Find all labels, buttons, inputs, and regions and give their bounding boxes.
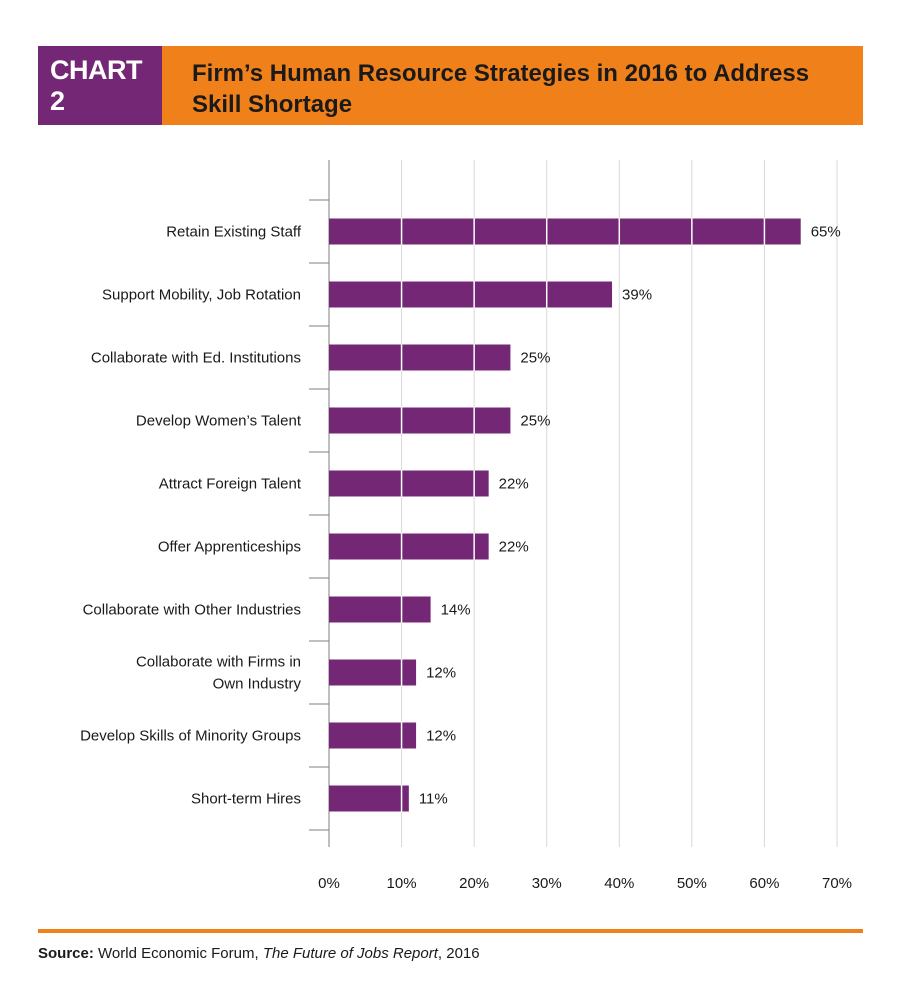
category-label: Collaborate with Ed. Institutions bbox=[91, 350, 301, 367]
data-label: 11% bbox=[419, 791, 448, 808]
source-org: World Economic Forum, bbox=[98, 945, 259, 962]
data-label: 65% bbox=[811, 224, 841, 241]
data-label: 22% bbox=[499, 476, 529, 493]
chart-number-badge: CHART 2 bbox=[38, 46, 162, 125]
category-label: Develop Skills of Minority Groups bbox=[80, 728, 301, 745]
data-label: 12% bbox=[426, 665, 456, 682]
data-label: 25% bbox=[520, 350, 550, 367]
x-tick-label: 0% bbox=[318, 875, 340, 892]
category-label-line: Support Mobility, Job Rotation bbox=[102, 287, 301, 304]
title-box: Firm’s Human Resource Strategies in 2016… bbox=[162, 46, 863, 125]
bar bbox=[329, 218, 801, 245]
data-label: 39% bbox=[622, 287, 652, 304]
category-label-line: Develop Women’s Talent bbox=[136, 413, 302, 430]
data-label: 14% bbox=[441, 602, 471, 619]
category-label: Offer Apprenticeships bbox=[158, 539, 301, 556]
data-label: 25% bbox=[520, 413, 550, 430]
category-label-line: Own Industry bbox=[213, 676, 302, 693]
category-label-line: Collaborate with Other Industries bbox=[83, 602, 301, 619]
chart-header: CHART 2 Firm’s Human Resource Strategies… bbox=[38, 46, 863, 125]
category-label-line: Develop Skills of Minority Groups bbox=[80, 728, 301, 745]
x-tick-label: 70% bbox=[822, 875, 852, 892]
source-year: , 2016 bbox=[437, 945, 480, 962]
category-label: Retain Existing Staff bbox=[166, 224, 302, 241]
category-label-line: Collaborate with Firms in bbox=[136, 654, 301, 671]
bar bbox=[329, 407, 511, 434]
bar-chart: 65% Retain Existing Staff 39% Support Mobil… bbox=[80, 160, 852, 892]
category-label: Develop Women’s Talent bbox=[136, 413, 302, 430]
source-note: Source: World Economic Forum, The Future… bbox=[38, 945, 480, 962]
bar bbox=[329, 785, 409, 812]
x-tick-label: 40% bbox=[604, 875, 634, 892]
bar bbox=[329, 533, 489, 560]
x-tick-label: 50% bbox=[677, 875, 707, 892]
bar bbox=[329, 722, 417, 749]
bar bbox=[329, 470, 489, 497]
source-report: The Future of Jobs Report bbox=[262, 945, 438, 962]
bar bbox=[329, 596, 431, 623]
category-label-line: Offer Apprenticeships bbox=[158, 539, 301, 556]
category-label: Attract Foreign Talent bbox=[159, 476, 302, 493]
data-label: 12% bbox=[426, 728, 456, 745]
category-label: Collaborate with Firms in Own Industry bbox=[136, 654, 302, 693]
source-label: Source: bbox=[38, 945, 94, 962]
category-label-line: Attract Foreign Talent bbox=[159, 476, 302, 493]
category-label: Short-term Hires bbox=[191, 791, 301, 808]
bar bbox=[329, 344, 511, 371]
chart-title: Firm’s Human Resource Strategies in 2016… bbox=[192, 60, 810, 118]
bar bbox=[329, 659, 417, 686]
category-label-line: Short-term Hires bbox=[191, 791, 301, 808]
category-label: Collaborate with Other Industries bbox=[83, 602, 301, 619]
data-label: 22% bbox=[499, 539, 529, 556]
category-label-line: Retain Existing Staff bbox=[166, 224, 302, 241]
x-tick-label: 60% bbox=[749, 875, 779, 892]
x-tick-label: 20% bbox=[459, 875, 489, 892]
x-tick-label: 10% bbox=[387, 875, 417, 892]
category-label: Support Mobility, Job Rotation bbox=[102, 287, 301, 304]
bar bbox=[329, 281, 613, 308]
footer-rule bbox=[38, 929, 863, 933]
x-tick-label: 30% bbox=[532, 875, 562, 892]
category-label-line: Collaborate with Ed. Institutions bbox=[91, 350, 301, 367]
